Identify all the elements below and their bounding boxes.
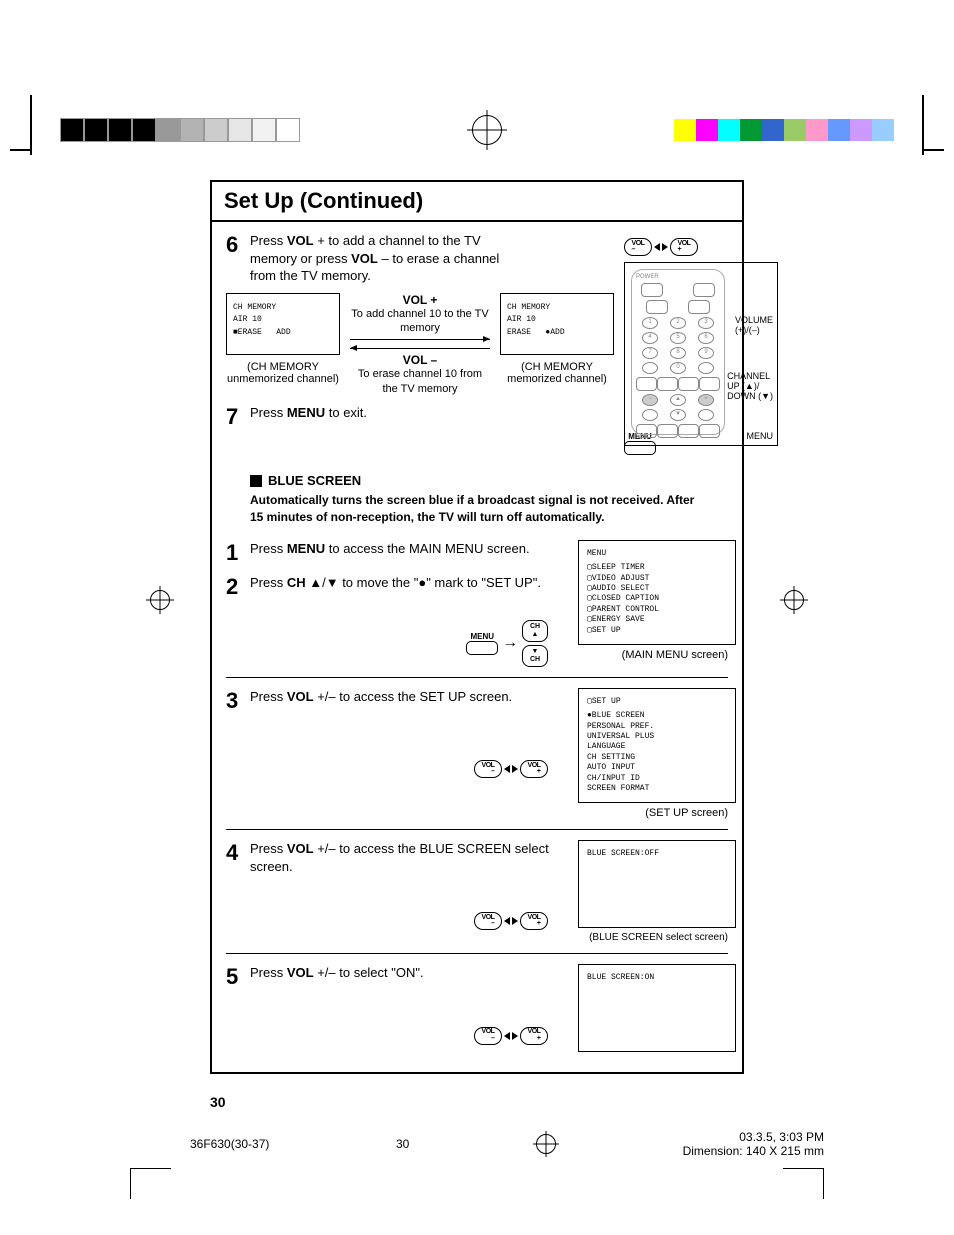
remote-diagram: POWER 123 456 789 0 −▲+ ▼ VOLUM	[624, 262, 778, 446]
ch-down-icon: ▼ CH	[522, 645, 548, 667]
registration-mark-icon	[536, 1134, 556, 1154]
tv-memory-memorized: CH MEMORY AIR 10 ERASE ●ADD	[500, 293, 614, 355]
setup-screen: ▢SET UP ●BLUE SCREEN PERSONAL PREF. UNIV…	[578, 688, 736, 804]
vol-buttons-icon: VOL – VOL +	[474, 912, 548, 930]
page-content: Set Up (Continued) 6 Press VOL + to add …	[210, 180, 744, 1074]
print-registration-top	[10, 110, 944, 150]
blue-screen-on: BLUE SCREEN:ON	[578, 964, 736, 1052]
crop-marks-bottom	[130, 1168, 824, 1199]
registration-mark-icon	[784, 590, 804, 610]
vol-buttons-icon: VOL – VOL +	[624, 238, 698, 256]
footer: 36F630(30-37) 30 03.3.5, 3:03 PM Dimensi…	[190, 1130, 824, 1158]
main-menu-screen: MENU ▢SLEEP TIMER▢VIDEO ADJUST▢AUDIO SEL…	[578, 540, 736, 645]
vol-buttons-icon: VOL – VOL +	[474, 760, 548, 778]
step-5: 5 Press VOL +/– to select "ON".	[226, 964, 568, 990]
ch-up-icon: CH ▲	[522, 620, 548, 642]
step-1: 1 Press MENU to access the MAIN MENU scr…	[226, 540, 568, 566]
menu-button-icon: MENU	[466, 632, 498, 655]
blue-screen-heading: BLUE SCREEN	[250, 473, 728, 488]
page-title: Set Up (Continued)	[212, 182, 742, 222]
step-4: 4 Press VOL +/– to access the BLUE SCREE…	[226, 840, 568, 875]
step-7: 7 Press MENU to exit.	[226, 404, 614, 430]
vol-buttons-icon: VOL – VOL +	[474, 1027, 548, 1045]
arrow-right-icon: →	[502, 634, 518, 652]
registration-mark-icon	[150, 590, 170, 610]
arrow-left-icon	[350, 348, 490, 349]
step-6: 6 Press VOL + to add a channel to the TV…	[226, 232, 614, 285]
page-number: 30	[210, 1094, 944, 1110]
tv-memory-unmemorized: CH MEMORY AIR 10 ■ERASE ADD	[226, 293, 340, 355]
arrow-right-icon	[350, 339, 490, 340]
blue-screen-off: BLUE SCREEN:OFF	[578, 840, 736, 928]
step-2: 2 Press CH ▲/▼ to move the "●" mark to "…	[226, 574, 568, 600]
step-3: 3 Press VOL +/– to access the SET UP scr…	[226, 688, 568, 714]
